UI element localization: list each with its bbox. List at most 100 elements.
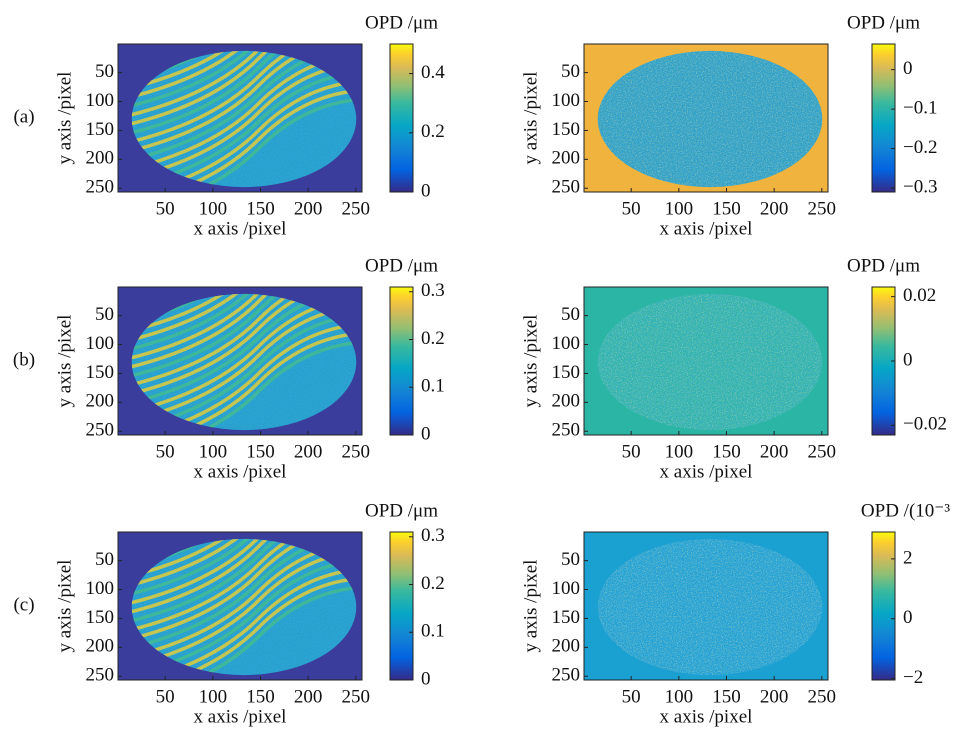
x-tick-label: 150	[712, 686, 741, 707]
x-tick-label: 50	[622, 198, 641, 219]
y-tick-label: 150	[86, 119, 115, 140]
y-tick-label: 250	[86, 665, 115, 686]
colorbar-tick-label: 0.2	[421, 328, 445, 349]
axes-frame	[117, 43, 363, 193]
colorbar-tick-label: 0.2	[421, 121, 445, 142]
x-tick-label: 150	[246, 198, 275, 219]
colorbar	[871, 531, 896, 681]
image-content	[131, 538, 357, 676]
panel-label: (a)	[13, 106, 34, 127]
colorbar-tick-label: 0	[421, 668, 431, 689]
y-axis-label: y axis /pixel	[520, 72, 541, 165]
x-tick-label: 150	[246, 686, 275, 707]
x-tick-label: 150	[246, 441, 275, 462]
colorbar-tick-label: 0.3	[421, 280, 445, 301]
y-tick-label: 50	[95, 549, 114, 570]
colorbar-tick-label: 2	[903, 547, 913, 568]
y-tick-label: 200	[552, 391, 581, 412]
y-tick-label: 150	[552, 119, 581, 140]
panel: 50 100 150 200 250 50 100 150 200 250 x axis /pixe…	[520, 12, 937, 239]
y-tick-label: 250	[86, 420, 115, 441]
y-tick-label: 150	[552, 362, 581, 383]
y-tick-label: 100	[86, 333, 115, 354]
colorbar-tick-label: 0.2	[421, 573, 445, 594]
colorbar-tick-label: 0.4	[421, 62, 445, 83]
colorbar-tick-label: 0.3	[421, 525, 445, 546]
y-tick-label: 200	[86, 391, 115, 412]
x-tick-label: 250	[342, 686, 371, 707]
x-tick-label: 250	[808, 686, 837, 707]
colorbar-label: OPD /(10⁻³ μm)	[861, 500, 956, 521]
panel: 50 100 150 200 250 50 100 150 200 250 x axis /pixe…	[520, 500, 956, 727]
colorbar-tick-label: 0	[421, 180, 431, 201]
axes-frame	[117, 531, 363, 681]
panel-label: (b)	[13, 349, 35, 370]
x-tick-label: 100	[665, 686, 694, 707]
colorbar-tick-label: 0.1	[421, 621, 445, 642]
image-content	[597, 293, 823, 431]
x-axis-label: x axis /pixel	[660, 218, 753, 239]
image-content	[597, 50, 823, 188]
x-tick-label: 200	[294, 686, 323, 707]
x-tick-label: 200	[760, 441, 789, 462]
colorbar-label: OPD /μm	[365, 12, 438, 33]
image-content	[131, 293, 357, 431]
x-tick-label: 100	[665, 441, 694, 462]
axes-frame	[117, 286, 363, 436]
colorbar-tick-label: 0	[903, 607, 913, 628]
x-tick-label: 50	[622, 686, 641, 707]
y-tick-label: 150	[86, 607, 115, 628]
x-tick-label: 200	[760, 198, 789, 219]
x-tick-label: 100	[199, 686, 228, 707]
y-tick-label: 250	[86, 177, 115, 198]
image-content	[597, 538, 823, 676]
x-axis-label: x axis /pixel	[660, 461, 753, 482]
y-tick-label: 100	[552, 90, 581, 111]
panel: 50 100 150 200 250 50 100 150 200 250 x axis /pixe…	[13, 255, 445, 482]
colorbar-label: OPD /μm	[365, 500, 438, 521]
colorbar-label: OPD /μm	[365, 255, 438, 276]
y-tick-label: 50	[95, 61, 114, 82]
x-tick-label: 150	[712, 198, 741, 219]
axes-frame	[583, 286, 829, 436]
x-axis-label: x axis /pixel	[194, 706, 287, 727]
y-tick-label: 150	[86, 362, 115, 383]
texture	[597, 538, 823, 676]
colorbar-tick-label: 0	[903, 349, 913, 370]
y-tick-label: 250	[552, 420, 581, 441]
x-tick-label: 50	[156, 441, 175, 462]
axes-frame	[583, 43, 829, 193]
y-tick-label: 250	[552, 665, 581, 686]
panel-label: (c)	[13, 594, 34, 615]
colorbar-label: OPD /μm	[847, 255, 920, 276]
y-axis-label: y axis /pixel	[54, 315, 75, 408]
x-tick-label: 200	[294, 198, 323, 219]
x-tick-label: 250	[808, 441, 837, 462]
colorbar-tick-label: 0.1	[421, 376, 445, 397]
x-tick-label: 250	[808, 198, 837, 219]
colorbar	[389, 286, 414, 436]
colorbar	[389, 43, 414, 193]
x-axis-label: x axis /pixel	[660, 706, 753, 727]
texture	[597, 50, 823, 188]
y-tick-label: 100	[86, 90, 115, 111]
axes-frame	[583, 531, 829, 681]
y-tick-label: 250	[552, 177, 581, 198]
texture	[131, 293, 357, 431]
x-tick-label: 50	[156, 686, 175, 707]
colorbar-tick-label: −0.2	[903, 137, 937, 158]
x-axis-label: x axis /pixel	[194, 461, 287, 482]
x-tick-label: 250	[342, 198, 371, 219]
y-tick-label: 50	[95, 304, 114, 325]
colorbar-tick-label: −0.3	[903, 176, 937, 197]
colorbar-tick-label: 0	[903, 58, 913, 79]
y-tick-label: 100	[552, 333, 581, 354]
x-tick-label: 100	[665, 198, 694, 219]
panel: 50 100 150 200 250 50 100 150 200 250 x axis /pixe…	[13, 12, 445, 239]
panel: 50 100 150 200 250 50 100 150 200 250 x axis /pixe…	[520, 255, 947, 482]
x-tick-label: 50	[622, 441, 641, 462]
x-tick-label: 200	[294, 441, 323, 462]
texture	[131, 538, 357, 676]
colorbar-tick-label: 0.02	[903, 285, 936, 306]
